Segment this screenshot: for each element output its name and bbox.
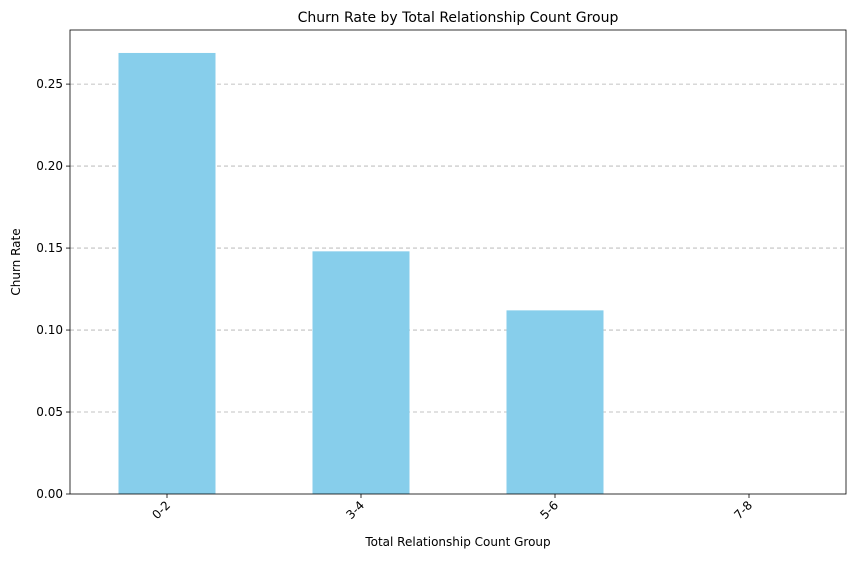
x-axis-label: Total Relationship Count Group [364, 535, 550, 549]
y-tick-label: 0.00 [36, 487, 63, 501]
y-tick-label: 0.05 [36, 405, 63, 419]
bar-3-4 [312, 251, 410, 494]
plot-frame [69, 29, 847, 495]
bar-5-6 [506, 310, 604, 494]
bars [118, 52, 604, 494]
y-tick-label: 0.25 [36, 77, 63, 91]
y-axis-ticks: 0.00 0.05 0.10 0.15 0.20 0.25 [36, 77, 70, 501]
y-tick-label: 0.10 [36, 323, 63, 337]
y-tick-label: 0.15 [36, 241, 63, 255]
y-axis-label: Churn Rate [9, 228, 23, 295]
chart-title: Churn Rate by Total Relationship Count G… [298, 10, 619, 26]
y-tick-label: 0.20 [36, 159, 63, 173]
bar-0-2 [118, 52, 216, 494]
